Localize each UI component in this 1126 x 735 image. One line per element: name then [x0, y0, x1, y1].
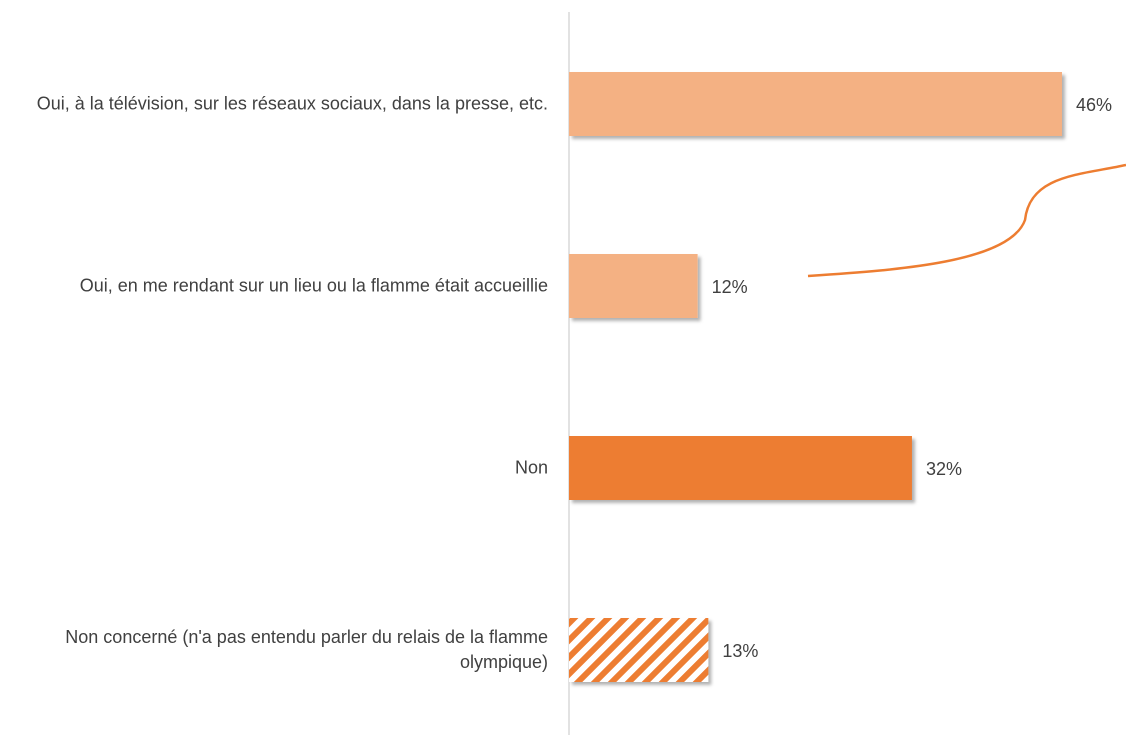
- decorative-curve: [807, 163, 1126, 278]
- value-label: 46%: [1076, 95, 1112, 115]
- bar: [569, 72, 1062, 136]
- value-label: 12%: [712, 277, 748, 297]
- category-label: Oui, à la télévision, sur les réseaux so…: [36, 93, 548, 114]
- category-label: Oui, en me rendant sur un lieu ou la fla…: [79, 275, 548, 296]
- bar: [569, 618, 709, 682]
- value-label: 13%: [722, 641, 758, 661]
- category-label: Non: [514, 457, 548, 478]
- category-label: Non concerné (n'a pas entendu parler du …: [65, 627, 548, 672]
- bar: [569, 436, 912, 500]
- bar: [569, 254, 698, 318]
- value-label: 32%: [926, 459, 962, 479]
